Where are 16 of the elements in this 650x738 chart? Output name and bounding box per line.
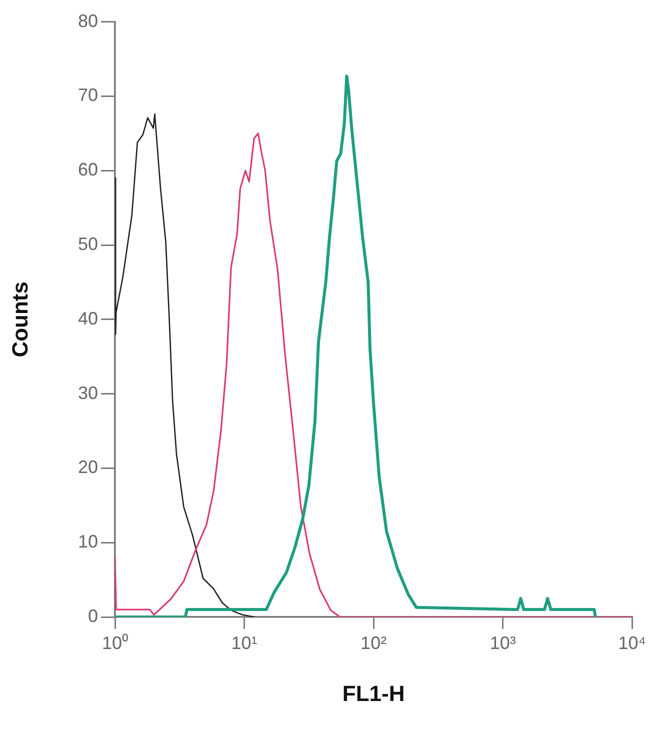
x-tick-label: 10⁴ bbox=[618, 632, 646, 653]
y-tick-label: 30 bbox=[78, 382, 98, 403]
y-tick-label: 40 bbox=[78, 308, 98, 328]
x-tick-label: 10² bbox=[360, 632, 387, 653]
y-tick-label: 80 bbox=[78, 10, 98, 31]
x-axis-title: FL1-H bbox=[342, 680, 405, 706]
y-tick-label: 50 bbox=[78, 234, 98, 254]
y-tick-label: 60 bbox=[78, 160, 98, 180]
y-tick-label: 0 bbox=[88, 606, 98, 626]
y-tick-label: 70 bbox=[78, 85, 98, 106]
y-axis-title: Counts bbox=[7, 282, 32, 358]
x-tick-label: 10¹ bbox=[231, 632, 258, 653]
y-tick-label: 20 bbox=[78, 457, 98, 478]
x-tick-label: 10³ bbox=[490, 632, 516, 653]
x-tick-label: 10⁰ bbox=[102, 632, 128, 653]
y-tick-label: 10 bbox=[78, 532, 98, 552]
